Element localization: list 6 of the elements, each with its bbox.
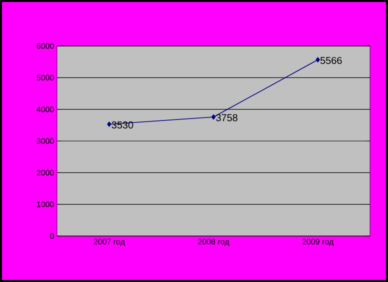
point [316,57,320,62]
data-label: 3530 [112,121,134,128]
data-label: 3758 [216,114,238,122]
point [107,122,112,127]
data-label: 5566 [320,56,342,64]
point [211,114,216,120]
